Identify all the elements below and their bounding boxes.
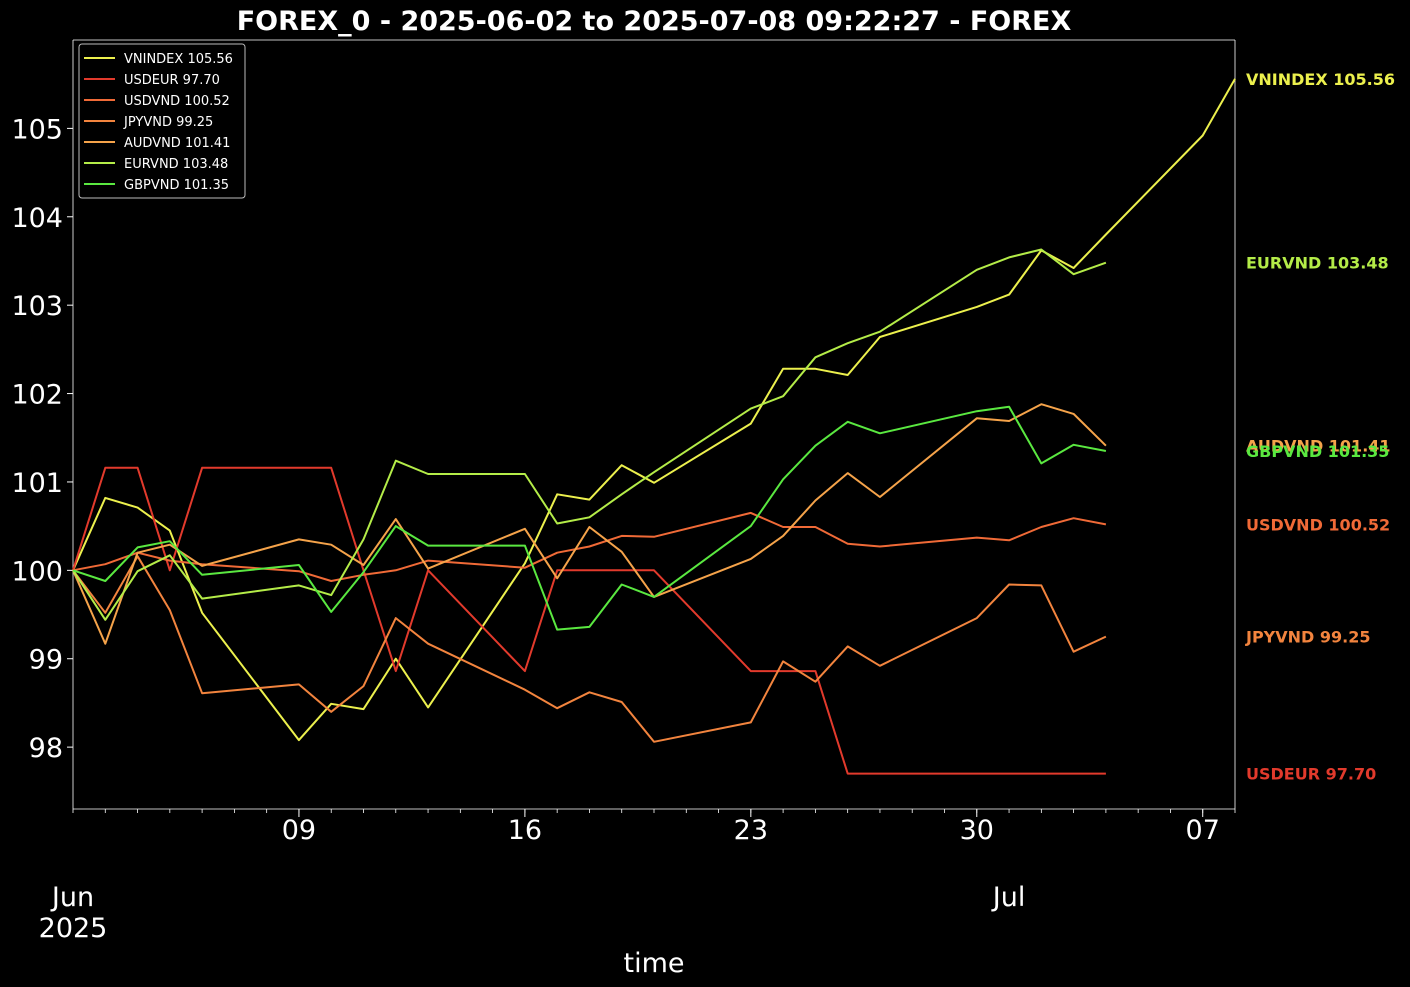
end-label-jpyvnd: JPYVND 99.25 <box>1245 628 1371 647</box>
y-axis: 98 99 100 101 102 103 104 105 <box>11 114 73 764</box>
end-label-vnindex: VNINDEX 105.56 <box>1246 70 1395 89</box>
end-label-usdvnd: USDVND 100.52 <box>1246 515 1390 534</box>
y-tick-label: 105 <box>11 114 63 145</box>
x-tick-label: 30 <box>960 815 994 846</box>
y-tick-label: 104 <box>11 203 63 234</box>
legend-entry-usdvnd: USDVND 100.52 <box>124 94 230 109</box>
x-month-label: Jun <box>50 882 94 913</box>
y-tick-label: 99 <box>29 645 63 676</box>
chart-title: FOREX_0 - 2025-06-02 to 2025-07-08 09:22… <box>237 6 1072 37</box>
x-month-label: Jul <box>991 882 1026 913</box>
series-line-usdvnd <box>72 511 1107 582</box>
y-tick-label: 101 <box>11 468 63 499</box>
end-label-audvnd: AUDVND 101.41 <box>1246 437 1391 456</box>
legend-box <box>78 43 246 199</box>
end-labels: VNINDEX 105.56 USDEUR 97.70 USDVND 100.52 J… <box>1245 70 1395 784</box>
x-tick-label: 23 <box>734 815 768 846</box>
series-line-vnindex <box>72 78 1236 742</box>
y-tick-label: 98 <box>29 733 63 764</box>
legend-entry-usdeur: USDEUR 97.70 <box>124 73 220 88</box>
x-tick-label: 09 <box>282 815 316 846</box>
series-line-eurvnd <box>72 248 1107 621</box>
series-line-jpyvnd <box>72 555 1107 743</box>
end-label-eurvnd: EURVND 103.48 <box>1246 254 1389 273</box>
x-axis-label: time <box>623 948 684 979</box>
legend-entry-audvnd: AUDVND 101.41 <box>124 136 230 151</box>
end-label-usdeur: USDEUR 97.70 <box>1246 765 1376 784</box>
legend: VNINDEX 105.56 USDEUR 97.70 USDVND 100.52 J… <box>78 43 246 199</box>
series-line-audvnd <box>72 403 1107 645</box>
y-tick-label: 103 <box>11 291 63 322</box>
legend-entry-gbpvnd: GBPVND 101.35 <box>124 178 229 193</box>
x-month-label: 2025 <box>39 913 108 944</box>
end-label-gbpvnd: GBPVND 101.35 <box>1246 442 1389 461</box>
x-tick-label: 16 <box>508 815 542 846</box>
legend-entry-eurvnd: EURVND 103.48 <box>124 157 228 172</box>
legend-entry-vnindex: VNINDEX 105.56 <box>124 52 233 67</box>
legend-entry-jpyvnd: JPYVND 99.25 <box>123 115 213 130</box>
series-line-gbpvnd <box>72 405 1107 631</box>
series-lines <box>72 78 1236 775</box>
series-line-usdeur <box>72 466 1106 775</box>
y-tick-label: 100 <box>11 556 63 587</box>
y-tick-label: 102 <box>11 380 63 411</box>
x-tick-label: 07 <box>1186 815 1220 846</box>
